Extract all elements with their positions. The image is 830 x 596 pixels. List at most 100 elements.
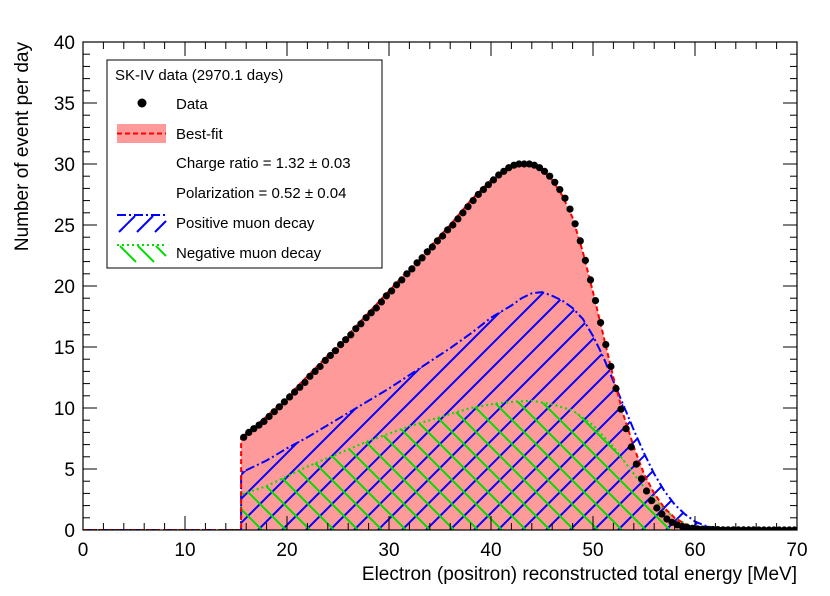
- data-point: [627, 443, 635, 451]
- data-point: [449, 221, 457, 229]
- hatch-line: [83, 400, 669, 530]
- data-point: [576, 237, 584, 245]
- hatch-line: [0, 0, 68, 596]
- data-point: [403, 270, 411, 278]
- positive-muon-decay-line: [83, 291, 797, 530]
- data-point: [433, 237, 441, 245]
- hatch-line: [691, 292, 797, 530]
- data-point: [337, 341, 345, 349]
- data-point: [439, 232, 447, 240]
- hatch-line: [83, 400, 477, 530]
- data-point: [362, 314, 370, 322]
- data-point: [428, 243, 436, 251]
- hatch-line: [715, 400, 797, 530]
- hatch-line: [91, 400, 693, 530]
- data-point: [255, 421, 263, 429]
- hatch-line: [83, 400, 525, 530]
- data-point: [520, 160, 528, 168]
- data-point: [296, 383, 304, 391]
- legend-label-charge-ratio: Charge ratio = 1.32 ± 0.03: [176, 155, 351, 172]
- data-point: [571, 220, 579, 228]
- hatch-line: [499, 292, 797, 530]
- data-point: [301, 378, 309, 386]
- y-tick-label: 15: [54, 338, 75, 359]
- data-point: [484, 181, 492, 189]
- hatch-line: [259, 292, 797, 530]
- data-point: [551, 178, 559, 186]
- hatch-line: [715, 292, 797, 530]
- hatch-line: [83, 400, 549, 530]
- data-point: [790, 526, 797, 530]
- data-point: [653, 504, 661, 512]
- legend-label-data: Data: [176, 96, 208, 113]
- data-point: [270, 408, 278, 416]
- y-tick-label: 0: [64, 521, 75, 542]
- hatch-line: [739, 292, 797, 530]
- y-tick-label: 25: [54, 216, 75, 237]
- hatch-line: [83, 400, 357, 530]
- data-point: [617, 405, 625, 413]
- data-point: [382, 292, 390, 300]
- y-tick-label: 30: [54, 155, 75, 176]
- data-point: [632, 460, 641, 468]
- data-point: [612, 384, 620, 393]
- hatch-line: [739, 400, 797, 530]
- hatch-line: [523, 292, 797, 530]
- hatch-line: [83, 400, 597, 530]
- data-point: [423, 248, 431, 256]
- data-point: [540, 167, 549, 175]
- hatch-line: [115, 400, 717, 530]
- legend-positive-swatch: [117, 214, 167, 233]
- data-point: [637, 475, 646, 483]
- x-tick-label: 0: [78, 540, 89, 561]
- data-point: [535, 164, 544, 172]
- data-point: [367, 309, 375, 317]
- hatch-line: [812, 0, 830, 596]
- x-tick-label: 60: [684, 540, 705, 561]
- y-tick-label: 40: [54, 33, 75, 54]
- data-points: [240, 160, 797, 530]
- data-point: [357, 320, 365, 328]
- data-point: [500, 167, 508, 175]
- hatch-line: [83, 400, 453, 530]
- data-point: [280, 398, 288, 406]
- hatch-line: [0, 0, 68, 596]
- data-point: [408, 265, 416, 273]
- legend-label-positive: Positive muon decay: [176, 215, 315, 232]
- data-point: [250, 425, 258, 433]
- y-tick-label: 5: [64, 460, 75, 481]
- data-point: [658, 510, 666, 518]
- data-point: [469, 197, 477, 205]
- y-tick-label: 35: [54, 94, 75, 115]
- data-point: [260, 417, 268, 425]
- data-point: [321, 356, 329, 364]
- data-point: [388, 287, 396, 295]
- data-point: [622, 425, 630, 433]
- data-point: [342, 336, 350, 344]
- data-point: [546, 172, 554, 180]
- data-point: [393, 281, 401, 289]
- hatch-line: [667, 292, 797, 530]
- data-point: [663, 515, 671, 523]
- data-point: [418, 254, 426, 262]
- x-tick-label: 50: [582, 540, 603, 561]
- x-tick-label: 70: [786, 540, 807, 561]
- x-tick-label: 20: [276, 540, 297, 561]
- hatch-line: [235, 292, 797, 530]
- data-point: [586, 276, 595, 284]
- data-point: [311, 367, 319, 375]
- data-point: [444, 226, 452, 234]
- legend-box: [106, 59, 383, 269]
- y-tick-label: 20: [54, 277, 75, 298]
- data-point: [607, 362, 615, 371]
- hatch-line: [83, 400, 645, 530]
- data-point: [275, 403, 283, 411]
- data-point: [331, 347, 340, 355]
- data-point: [459, 209, 467, 217]
- data-point: [591, 297, 600, 305]
- data-point: [474, 190, 482, 199]
- data-point: [291, 388, 299, 396]
- data-point: [561, 194, 569, 202]
- legend-negative-swatch: [117, 244, 167, 263]
